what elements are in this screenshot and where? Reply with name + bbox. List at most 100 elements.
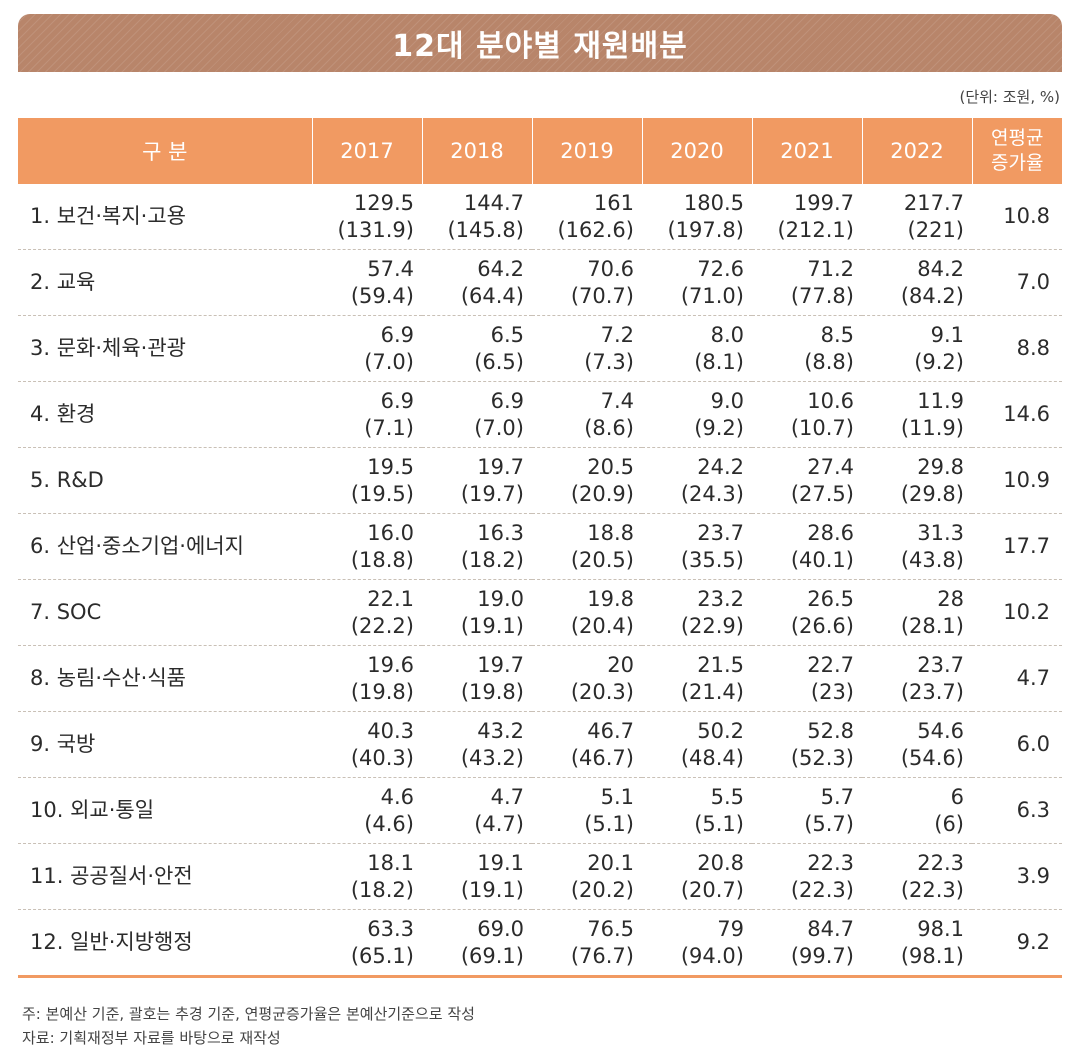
main-budget-value: 10.6 (807, 388, 854, 413)
supplementary-budget-value: (20.9) (570, 481, 634, 506)
value-cell: 180.5 (197.8) (642, 184, 752, 250)
main-budget-value: 6.9 (380, 322, 414, 347)
value-cell: 9.0 (9.2) (642, 381, 752, 448)
value-cell: 6.5 (6.5) (422, 315, 532, 382)
main-budget-value: 22.3 (807, 850, 854, 875)
supplementary-budget-value: (19.5) (350, 481, 414, 506)
table-row: 6. 산업·중소기업·에너지 16.0 (18.8) 16.3 (18.2) 18.8 (2… (18, 513, 1062, 580)
value-cell: 57.4 (59.4) (312, 249, 422, 316)
supplementary-budget-value: (23) (810, 679, 854, 704)
value-cell: 161 (162.6) (532, 184, 642, 250)
header-row: 구 분 2017 2018 2019 2020 2021 2022 연평균 증가율 (18, 118, 1062, 184)
value-cell: 5.7 (5.7) (752, 777, 862, 844)
supplementary-budget-value: (29.8) (900, 481, 964, 506)
value-cell: 69.0 (69.1) (422, 909, 532, 978)
main-budget-value: 40.3 (367, 718, 414, 743)
supplementary-budget-value: (20.2) (570, 877, 634, 902)
avg-growth-value: 6.0 (972, 711, 1062, 778)
supplementary-budget-value: (197.8) (667, 217, 744, 242)
main-budget-value: 22.1 (367, 586, 414, 611)
main-budget-value: 28 (937, 586, 964, 611)
value-cell: 70.6 (70.7) (532, 249, 642, 316)
value-cell: 71.2 (77.8) (752, 249, 862, 316)
supplementary-budget-value: (145.8) (447, 217, 524, 242)
supplementary-budget-value: (19.8) (350, 679, 414, 704)
supplementary-budget-value: (24.3) (680, 481, 744, 506)
value-cell: 8.5 (8.8) (752, 315, 862, 382)
main-budget-value: 27.4 (807, 454, 854, 479)
value-cell: 19.7 (19.8) (422, 645, 532, 712)
main-budget-value: 19.8 (587, 586, 634, 611)
value-cell: 19.8 (20.4) (532, 579, 642, 646)
row-category: 12. 일반·지방행정 (18, 909, 312, 978)
main-budget-value: 29.8 (917, 454, 964, 479)
main-budget-value: 129.5 (353, 190, 414, 215)
value-cell: 9.1 (9.2) (862, 315, 972, 382)
supplementary-budget-value: (43.2) (460, 745, 524, 770)
supplementary-budget-value: (5.1) (584, 811, 634, 836)
value-cell: 84.7 (99.7) (752, 909, 862, 978)
supplementary-budget-value: (84.2) (900, 283, 964, 308)
supplementary-budget-value: (19.1) (460, 613, 524, 638)
main-budget-value: 31.3 (917, 520, 964, 545)
value-cell: 40.3 (40.3) (312, 711, 422, 778)
supplementary-budget-value: (8.6) (584, 415, 634, 440)
value-cell: 20 (20.3) (532, 645, 642, 712)
main-budget-value: 19.0 (477, 586, 524, 611)
main-budget-value: 11.9 (917, 388, 964, 413)
avg-growth-value: 17.7 (972, 513, 1062, 580)
main-budget-value: 9.1 (930, 322, 964, 347)
supplementary-budget-value: (69.1) (460, 943, 524, 968)
value-cell: 144.7 (145.8) (422, 184, 532, 250)
supplementary-budget-value: (20.3) (570, 679, 634, 704)
supplementary-budget-value: (26.6) (790, 613, 854, 638)
supplementary-budget-value: (9.2) (914, 349, 964, 374)
value-cell: 18.8 (20.5) (532, 513, 642, 580)
value-cell: 19.1 (19.1) (422, 843, 532, 910)
main-budget-value: 4.7 (490, 784, 524, 809)
supplementary-budget-value: (20.5) (570, 547, 634, 572)
footnotes: 주: 본예산 기준, 괄호는 추경 기준, 연평균증가율은 본예산기준으로 작성… (22, 1002, 475, 1050)
main-budget-value: 69.0 (477, 916, 524, 941)
main-budget-value: 79 (717, 916, 744, 941)
main-budget-value: 84.7 (807, 916, 854, 941)
supplementary-budget-value: (48.4) (680, 745, 744, 770)
main-budget-value: 9.0 (710, 388, 744, 413)
value-cell: 129.5 (131.9) (312, 184, 422, 250)
row-category: 7. SOC (18, 579, 312, 646)
supplementary-budget-value: (21.4) (680, 679, 744, 704)
supplementary-budget-value: (98.1) (900, 943, 964, 968)
main-budget-value: 19.6 (367, 652, 414, 677)
main-budget-value: 4.6 (380, 784, 414, 809)
supplementary-budget-value: (7.3) (584, 349, 634, 374)
main-budget-value: 8.0 (710, 322, 744, 347)
supplementary-budget-value: (162.6) (557, 217, 634, 242)
supplementary-budget-value: (28.1) (900, 613, 964, 638)
value-cell: 19.7 (19.7) (422, 447, 532, 514)
row-category: 4. 환경 (18, 381, 312, 448)
value-cell: 46.7 (46.7) (532, 711, 642, 778)
row-category: 8. 농림·수산·식품 (18, 645, 312, 712)
table-row: 10. 외교·통일 4.6 (4.6) 4.7 (4.7) 5.1 (5.1) 5.5 (5.1… (18, 777, 1062, 844)
value-cell: 20.1 (20.2) (532, 843, 642, 910)
table-row: 7. SOC 22.1 (22.2) 19.0 (19.1) 19.8 (20.4) 23.2… (18, 579, 1062, 646)
supplementary-budget-value: (18.2) (460, 547, 524, 572)
supplementary-budget-value: (19.7) (460, 481, 524, 506)
value-cell: 54.6 (54.6) (862, 711, 972, 778)
footnote-source: 자료: 기획재정부 자료를 바탕으로 재작성 (22, 1029, 281, 1047)
main-budget-value: 7.2 (600, 322, 634, 347)
supplementary-budget-value: (22.3) (790, 877, 854, 902)
table-row: 11. 공공질서·안전 18.1 (18.2) 19.1 (19.1) 20.1 (20.2… (18, 843, 1062, 910)
main-budget-value: 20.1 (587, 850, 634, 875)
value-cell: 217.7 (221) (862, 184, 972, 250)
row-category: 1. 보건·복지·고용 (18, 184, 312, 250)
supplementary-budget-value: (19.8) (460, 679, 524, 704)
main-budget-value: 50.2 (697, 718, 744, 743)
value-cell: 7.4 (8.6) (532, 381, 642, 448)
table-row: 4. 환경 6.9 (7.1) 6.9 (7.0) 7.4 (8.6) 9.0 (9.2) 10.… (18, 381, 1062, 448)
value-cell: 23.7 (35.5) (642, 513, 752, 580)
supplementary-budget-value: (76.7) (570, 943, 634, 968)
supplementary-budget-value: (99.7) (790, 943, 854, 968)
main-budget-value: 19.7 (477, 652, 524, 677)
value-cell: 98.1 (98.1) (862, 909, 972, 978)
